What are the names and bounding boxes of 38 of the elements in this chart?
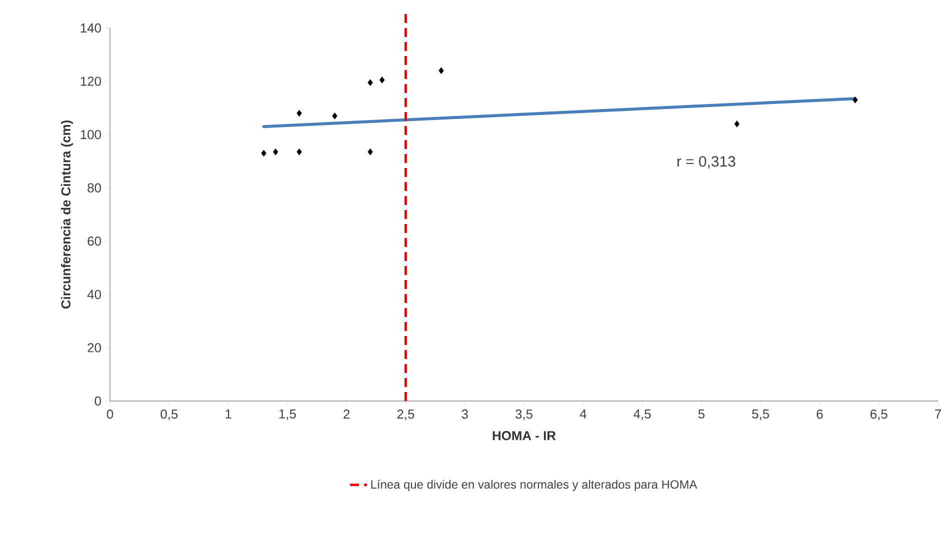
y-tick-label: 120 <box>80 76 101 86</box>
point <box>734 120 740 128</box>
y-tick-label: 40 <box>87 290 101 300</box>
point <box>332 112 338 120</box>
x-axis-title: HOMA - IR <box>492 431 556 440</box>
x-tick-label: 3 <box>462 410 468 419</box>
y-tick-label: 60 <box>88 236 101 246</box>
y-tick-label: 20 <box>88 343 101 352</box>
x-tick-label: 1 <box>226 410 232 418</box>
point <box>261 150 266 157</box>
legend-label: Línea que divide en valores normales y alterados para HOMA <box>371 480 698 492</box>
x-tick-label: 6 <box>816 410 823 419</box>
x-tick-label: 6,5 <box>870 410 888 420</box>
x-tick-label: 2 <box>344 410 350 419</box>
x-tick-label: 0,5 <box>160 410 178 420</box>
y-tick-label: 140 <box>80 23 101 33</box>
x-tick-label: 4,5 <box>634 410 651 420</box>
x-tick-label: 0 <box>106 410 114 419</box>
point <box>368 148 373 156</box>
annotation: r = 0,313 <box>677 156 736 168</box>
x-tick-label: 5 <box>698 410 704 419</box>
point <box>852 96 858 104</box>
y-tick-label: 80 <box>88 183 101 192</box>
x-tick-label: 1,5 <box>279 410 296 420</box>
point <box>296 148 302 156</box>
point <box>273 148 278 156</box>
x-tick-label: 7 <box>935 410 941 418</box>
y-tick-label: 100 <box>80 130 101 140</box>
point <box>438 67 444 74</box>
x-tick-label: 5,5 <box>752 410 770 420</box>
y-axis-title: Circunferencia de Cintura (cm) <box>60 120 74 309</box>
x-tick-label: 4 <box>580 410 586 418</box>
point <box>379 76 385 84</box>
x-tick-label: 3,5 <box>516 410 532 420</box>
y-tick-label: 0 <box>94 396 101 406</box>
x-tick-label: 2,5 <box>397 410 414 420</box>
point <box>296 110 302 117</box>
point <box>368 79 373 86</box>
